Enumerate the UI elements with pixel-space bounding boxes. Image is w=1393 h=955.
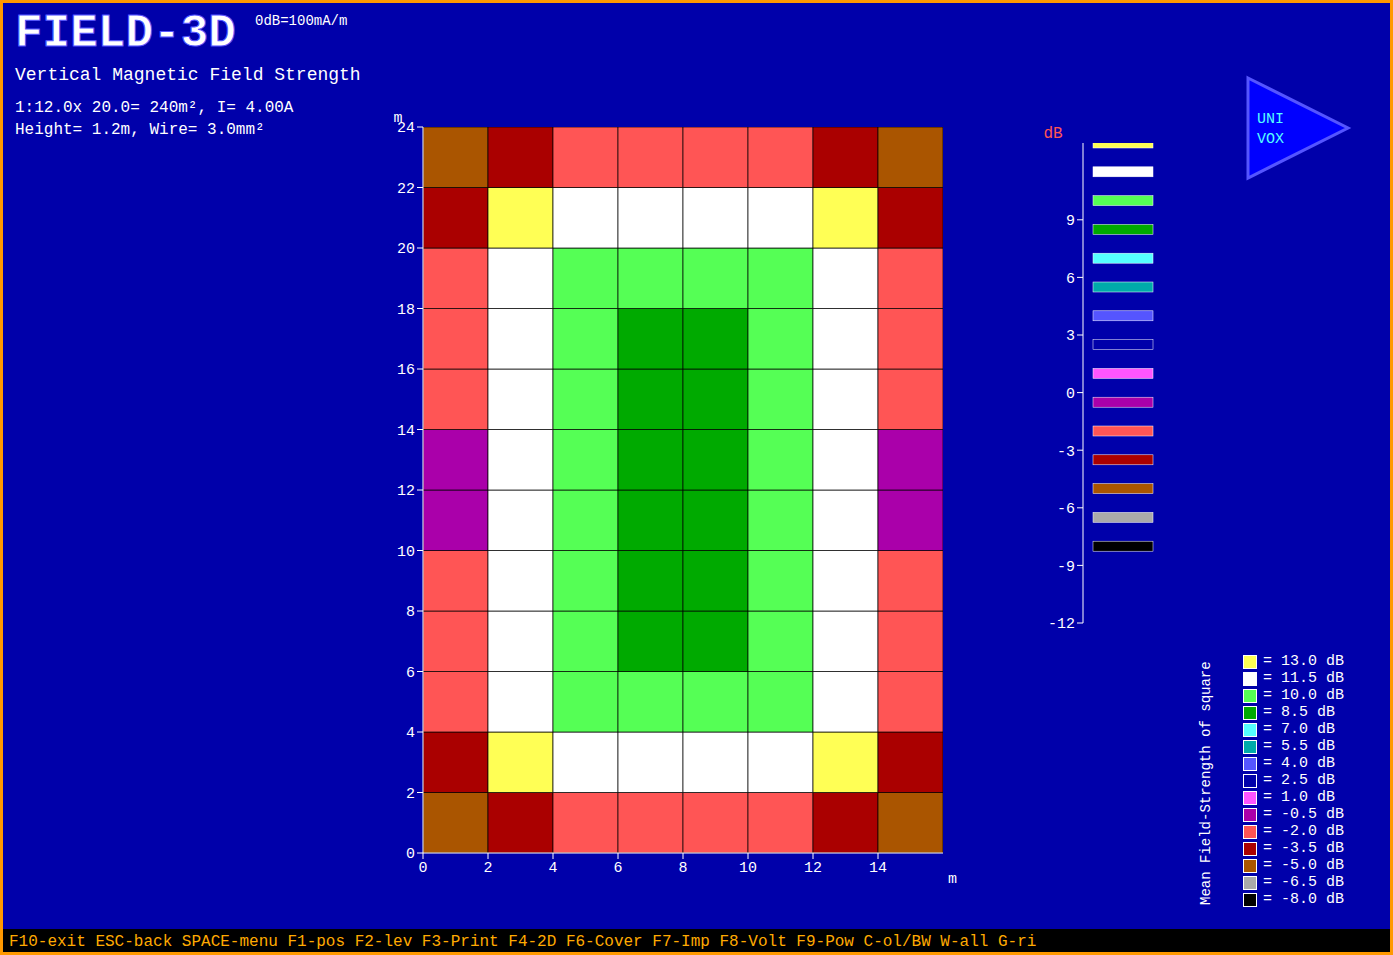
html-text:Vertical Magnetic Field Streng: Vertical Magnetic Field Strength	[15, 65, 361, 85]
svg-text:2: 2	[483, 860, 492, 877]
html-text:F10-exit ESC-back SPACE-menu F: F10-exit ESC-back SPACE-menu F1-pos F2-l…	[9, 933, 1037, 951]
html-text:= 4.0 dB: = 4.0 dB	[1263, 755, 1335, 772]
svg-text:6: 6	[1066, 271, 1075, 288]
svg-text:-3: -3	[1057, 444, 1075, 461]
svg-text:-6: -6	[1057, 501, 1075, 518]
svg-text:10: 10	[397, 544, 415, 561]
html-text:= 5.5 dB: = 5.5 dB	[1263, 738, 1335, 755]
html-text:= 10.0 dB: = 10.0 dB	[1263, 687, 1344, 704]
svg-text:14: 14	[397, 423, 415, 440]
svg-text:0: 0	[406, 846, 415, 863]
html-text:1:12.0x 20.0= 240m², I= 4.00A: 1:12.0x 20.0= 240m², I= 4.00A	[15, 99, 294, 117]
html-text:= 11.5 dB: = 11.5 dB	[1263, 670, 1344, 687]
svg-text:8: 8	[406, 604, 415, 621]
svg-text:24: 24	[397, 120, 415, 138]
svg-text:14: 14	[869, 860, 887, 877]
svg-text:8: 8	[678, 860, 687, 877]
html-text:= -8.0 dB: = -8.0 dB	[1263, 891, 1344, 908]
svg-text:20: 20	[397, 241, 415, 258]
html-text:Mean Field-Strength of square: Mean Field-Strength of square	[1198, 661, 1214, 905]
html-text:= -0.5 dB: = -0.5 dB	[1263, 806, 1344, 823]
html-text:= -2.0 dB: = -2.0 dB	[1263, 823, 1344, 840]
html-text:= 7.0 dB: = 7.0 dB	[1263, 721, 1335, 738]
html-text:0dB=100mA/m: 0dB=100mA/m	[255, 13, 348, 29]
svg-text:0: 0	[418, 860, 427, 877]
html-text:Height= 1.2m, Wire= 3.0mm²: Height= 1.2m, Wire= 3.0mm²	[15, 121, 265, 139]
html-text:= 13.0 dB: = 13.0 dB	[1263, 653, 1344, 670]
svg-text:22: 22	[397, 181, 415, 198]
svg-text:m: m	[948, 871, 957, 888]
html-text:= 8.5 dB: = 8.5 dB	[1263, 704, 1335, 721]
svg-text:3: 3	[1066, 328, 1075, 345]
svg-text:UNI: UNI	[1257, 111, 1284, 128]
html-text:= -3.5 dB: = -3.5 dB	[1263, 840, 1344, 857]
svg-text:6: 6	[406, 665, 415, 682]
svg-text:-9: -9	[1057, 559, 1075, 576]
html-text:FIELD-3D: FIELD-3D	[15, 8, 236, 60]
svg-text:-12: -12	[1048, 616, 1075, 633]
svg-text:12: 12	[397, 483, 415, 500]
html-text:= 2.5 dB: = 2.5 dB	[1263, 772, 1335, 789]
svg-text:9: 9	[1066, 213, 1075, 230]
html-text:= 1.0 dB: = 1.0 dB	[1263, 789, 1335, 806]
svg-text:4: 4	[406, 725, 415, 742]
svg-text:m: m	[393, 110, 402, 127]
svg-text:2: 2	[406, 786, 415, 803]
svg-text:dB: dB	[1043, 125, 1062, 143]
svg-text:6: 6	[613, 860, 622, 877]
svg-text:0: 0	[1066, 386, 1075, 403]
svg-text:12: 12	[804, 860, 822, 877]
svg-text:10: 10	[739, 860, 757, 877]
html-text:= -5.0 dB: = -5.0 dB	[1263, 857, 1344, 874]
svg-text:4: 4	[548, 860, 557, 877]
svg-text:VOX: VOX	[1257, 131, 1284, 148]
svg-text:16: 16	[397, 362, 415, 379]
html-text:= -6.5 dB: = -6.5 dB	[1263, 874, 1344, 891]
svg-text:18: 18	[397, 302, 415, 319]
